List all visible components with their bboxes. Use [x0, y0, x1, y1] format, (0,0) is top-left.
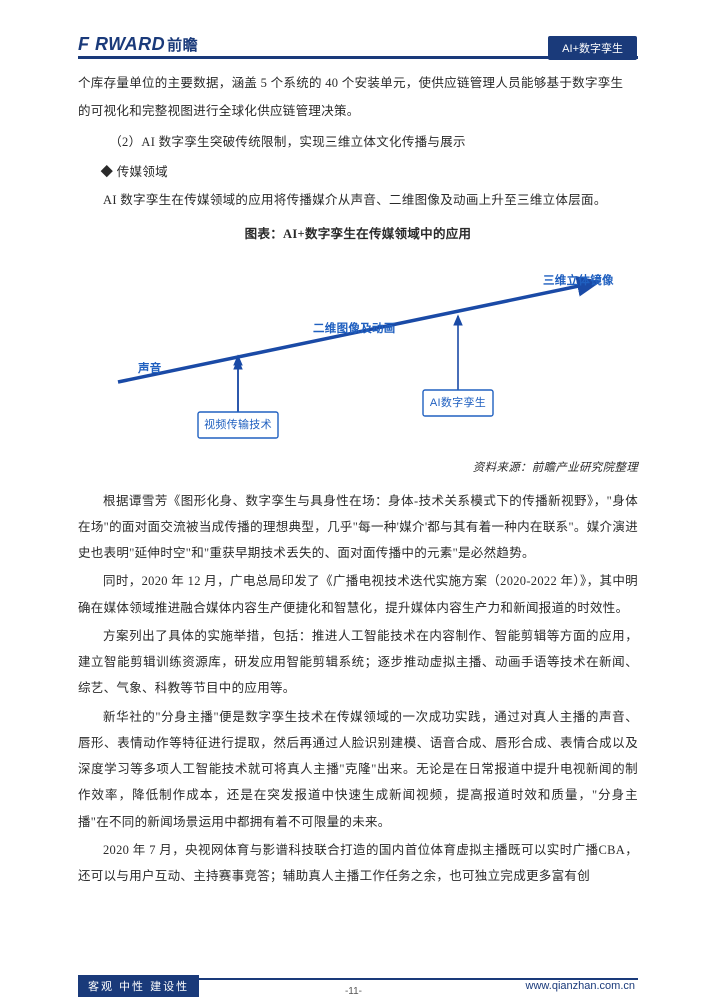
- fig-box-ai-txt: AI数字孪生: [430, 395, 486, 409]
- subheading-2: （2）AI 数字孪生突破传统限制，实现三维立体文化传播与展示: [78, 129, 638, 155]
- fig-label-3d: 三维立体镜像: [543, 273, 614, 287]
- figure-title: 图表：AI+数字孪生在传媒领域中的应用: [78, 221, 638, 247]
- fig-box-video-txt: 视频传输技术: [204, 417, 272, 431]
- para0-line2: 的可视化和完整视图进行全球化供应链管理决策。: [78, 98, 638, 124]
- footer-page: -11-: [0, 986, 707, 997]
- para2: 根据谭雪芳《图形化身、数字孪生与具身性在场：身体-技术关系模式下的传播新视野》，…: [78, 488, 638, 567]
- logo-en: F RWARD: [78, 34, 165, 54]
- logo: F RWARD前瞻: [78, 34, 198, 55]
- fig-label-2d: 二维图像及动画: [313, 321, 396, 335]
- para0-line1: 个库存量单位的主要数据，涵盖 5 个系统的 40 个安装单元，使供应链管理人员能…: [78, 70, 638, 96]
- para5: 新华社的"分身主播"便是数字孪生技术在传媒领域的一次成功实践，通过对真人主播的声…: [78, 704, 638, 835]
- para1: AI 数字孪生在传媒领域的应用将传播媒介从声音、二维图像及动画上升至三维立体层面…: [78, 187, 638, 213]
- figure-diagram: 声音 二维图像及动画 三维立体镜像 视频传输技术 AI数字孪生: [78, 252, 638, 452]
- header-badge: AI+数字孪生: [548, 36, 637, 60]
- logo-cn: 前瞻: [167, 37, 198, 54]
- para6: 2020 年 7 月，央视网体育与影谱科技联合打造的国内首位体育虚拟主播既可以实…: [78, 837, 638, 890]
- para3: 同时，2020 年 12 月，广电总局印发了《广播电视技术迭代实施方案（2020…: [78, 568, 638, 621]
- bullet-media: ◆ 传媒领域: [78, 159, 638, 185]
- figure-source: 资料来源：前瞻产业研究院整理: [78, 456, 638, 480]
- body-content: 个库存量单位的主要数据，涵盖 5 个系统的 40 个安装单元，使供应链管理人员能…: [78, 70, 638, 891]
- para4: 方案列出了具体的实施举措，包括：推进人工智能技术在内容制作、智能剪辑等方面的应用…: [78, 623, 638, 702]
- header: F RWARD前瞻 AI+数字孪生: [0, 38, 707, 64]
- fig-label-sound: 声音: [137, 361, 162, 375]
